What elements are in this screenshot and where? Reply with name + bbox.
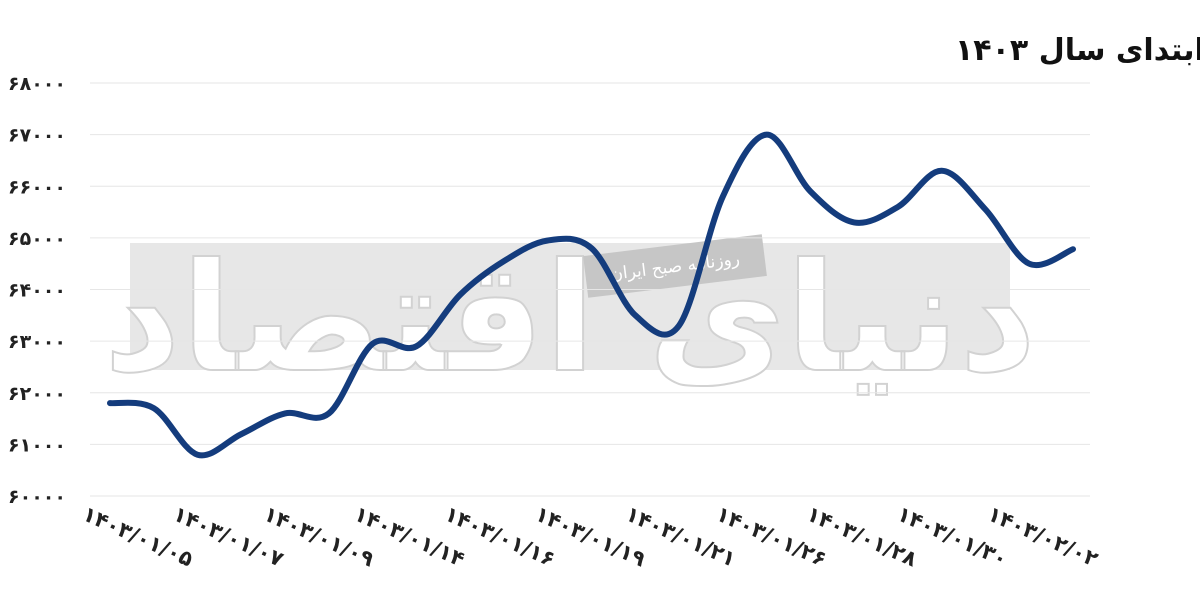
y-tick-label: ۶۵۰۰۰ xyxy=(8,228,66,250)
y-tick-label: ۶۳۰۰۰ xyxy=(8,331,66,353)
series-line xyxy=(107,131,1076,459)
series-layer xyxy=(107,131,1076,459)
y-axis-ticks: ۶۰۰۰۰ ۶۱۰۰۰ ۶۲۰۰۰ ۶۳۰۰۰ ۶۴۰۰۰ ۶۵۰۰۰ ۶۶۰۰۰ ۶۷۰۰۰… xyxy=(8,73,66,508)
y-tick-label: ۶۰۰۰۰ xyxy=(8,486,66,508)
y-tick-label: ۶۶۰۰۰ xyxy=(8,176,66,198)
y-tick-label: ۶۴۰۰۰ xyxy=(8,280,66,302)
grid-lines xyxy=(90,82,1090,497)
watermark-band xyxy=(130,243,1010,370)
watermark-tagline-box xyxy=(583,234,767,298)
y-tick-label: ۶۸۰۰۰ xyxy=(8,73,66,95)
watermark: دنیای اقتصاد روزنامه صبح ایران xyxy=(103,231,1038,407)
y-tick-label: ۶۱۰۰۰ xyxy=(8,434,66,456)
watermark-brand: دنیای اقتصاد xyxy=(104,232,1037,406)
chart-title: نمودار قیمت دلار بازار آزاد از ابتدای سا… xyxy=(955,31,1200,68)
y-tick-label: ۶۲۰۰۰ xyxy=(8,383,66,405)
x-axis-ticks: ۱۴۰۳/۰۱/۰۵۱۴۰۳/۰۱/۰۷۱۴۰۳/۰۱/۰۹۱۴۰۳/۰۱/۱۴… xyxy=(79,502,1102,572)
y-tick-label: ۶۷۰۰۰ xyxy=(8,125,66,147)
